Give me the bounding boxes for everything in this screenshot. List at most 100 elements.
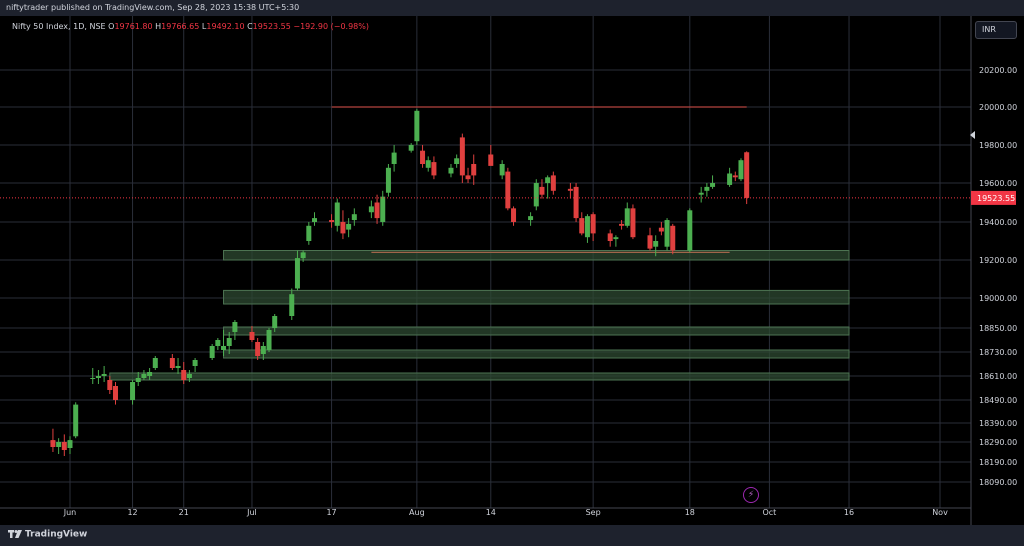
- y-tick-label: 19000.00: [979, 294, 1017, 303]
- footer-bar: [0, 525, 1024, 546]
- x-tick-label: Jun: [63, 508, 77, 517]
- x-tick-label: 16: [844, 508, 854, 517]
- tradingview-label: TradingView: [25, 529, 88, 540]
- candle-body: [334, 202, 340, 226]
- y-tick-label: 18490.00: [979, 396, 1017, 405]
- candle-body: [471, 164, 477, 176]
- published-text: niftytrader published on TradingView.com…: [6, 3, 300, 12]
- price-chart[interactable]: 20200.00 20000.00 19800.00 19600.00 19400.00…: [0, 16, 1024, 525]
- candle-body: [539, 186, 545, 195]
- candle-body: [647, 235, 653, 249]
- open-label: O: [108, 22, 115, 31]
- candle-body: [653, 241, 659, 247]
- candle-body: [391, 152, 397, 164]
- y-tick-label: 18730.00: [979, 348, 1017, 357]
- y-tick-label: 18090.00: [979, 478, 1017, 487]
- y-tick-label: 18390.00: [979, 419, 1017, 428]
- candle-body: [135, 378, 141, 382]
- candle-body: [107, 380, 113, 390]
- current-price-label: 19523.55: [977, 194, 1015, 203]
- x-tick-label: 17: [326, 508, 336, 517]
- demand-zone: [109, 372, 850, 381]
- x-tick-label: 14: [486, 508, 496, 517]
- y-tick-label: 19400.00: [979, 218, 1017, 227]
- candle-body: [147, 372, 153, 376]
- candle-body: [385, 167, 391, 193]
- candle-body: [511, 208, 517, 222]
- candle-body: [584, 216, 590, 238]
- high-value: 19766.65: [161, 22, 200, 31]
- candle-body: [346, 223, 352, 230]
- candle-body: [192, 360, 198, 366]
- candle-body: [698, 192, 704, 195]
- candle-body: [414, 110, 420, 142]
- symbol-label[interactable]: Nifty 50 Index, 1D, NSE: [12, 22, 106, 31]
- candle-body: [152, 358, 158, 368]
- candle-body: [255, 342, 261, 356]
- candle-body: [181, 370, 187, 380]
- currency-button[interactable]: INR: [975, 21, 1017, 39]
- candle-body: [431, 162, 437, 176]
- publisher-bar: niftytrader published on TradingView.com…: [0, 0, 1024, 16]
- open-value: 19761.80: [114, 22, 153, 31]
- candle-body: [215, 340, 221, 346]
- close-value: 19523.55: [252, 22, 291, 31]
- candle-body: [186, 374, 192, 378]
- candle-body: [374, 202, 380, 219]
- candle-body: [579, 218, 585, 234]
- y-tick-label: 20000.00: [979, 103, 1017, 112]
- x-tick-label: 18: [685, 508, 695, 517]
- x-tick-label: Jul: [246, 508, 257, 517]
- y-tick-label: 18610.00: [979, 372, 1017, 381]
- candle-body: [448, 167, 454, 174]
- candle-body: [573, 186, 579, 219]
- candle-body: [61, 442, 67, 450]
- x-tick-label: Nov: [932, 508, 948, 517]
- candle-body: [300, 252, 306, 259]
- candle-body: [351, 214, 357, 221]
- candle-body: [425, 160, 431, 168]
- candle-body: [289, 294, 295, 316]
- y-tick-label: 19600.00: [979, 179, 1017, 188]
- candle-body: [67, 440, 73, 448]
- candle-body: [613, 237, 619, 240]
- candle-body: [260, 346, 266, 354]
- ohlc-legend: Nifty 50 Index, 1D, NSE O19761.80 H19766…: [12, 22, 369, 31]
- y-tick-label: 20200.00: [979, 66, 1017, 75]
- candle-body: [101, 374, 107, 376]
- candle-body: [175, 366, 181, 368]
- demand-zone: [223, 250, 850, 261]
- price-scale-marker-icon: [970, 131, 975, 139]
- candle-body: [294, 258, 300, 289]
- x-tick-label: Aug: [409, 508, 425, 517]
- x-tick-label: 12: [127, 508, 137, 517]
- candle-body: [545, 177, 551, 183]
- candle-body: [312, 218, 318, 222]
- candle-body: [607, 233, 613, 241]
- current-price-badge: [971, 190, 1016, 205]
- candle-body: [670, 225, 676, 251]
- candle-body: [687, 210, 693, 251]
- candle-body: [266, 330, 272, 350]
- candle-body: [465, 175, 471, 180]
- high-label: H: [155, 22, 162, 31]
- tradingview-logo[interactable]: TradingView: [8, 529, 87, 540]
- candle-body: [499, 164, 505, 176]
- candle-body: [704, 186, 710, 191]
- y-tick-label: 19200.00: [979, 256, 1017, 265]
- candle-body: [459, 137, 465, 176]
- candle-body: [130, 382, 136, 400]
- candle-body: [209, 346, 215, 358]
- demand-zone: [223, 326, 850, 336]
- candle-body: [329, 220, 335, 222]
- candle-body: [226, 338, 232, 346]
- candle-body: [533, 183, 539, 207]
- y-tick-label: 18850.00: [979, 324, 1017, 333]
- candle-body: [744, 152, 750, 198]
- candle-body: [306, 225, 312, 241]
- candle-body: [624, 208, 630, 226]
- lightning-icon[interactable]: ⚡: [743, 487, 759, 503]
- candle-body: [488, 154, 494, 166]
- candle-body: [232, 322, 238, 332]
- low-label: L: [201, 22, 207, 31]
